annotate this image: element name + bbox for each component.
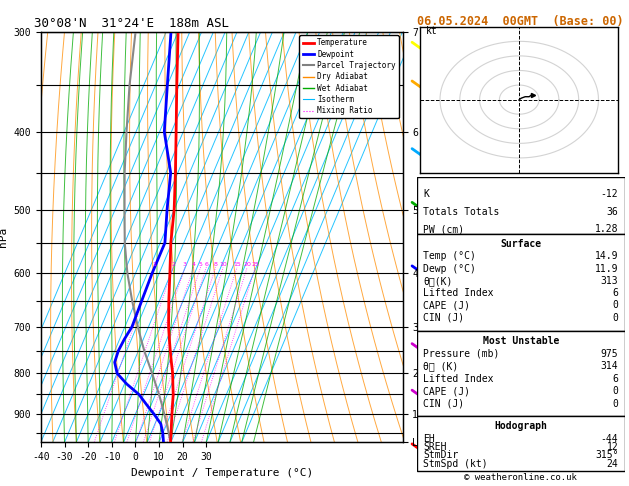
Text: 20: 20 <box>243 262 251 267</box>
Text: 10: 10 <box>220 262 227 267</box>
Text: 5: 5 <box>199 262 203 267</box>
Text: 6: 6 <box>613 288 618 298</box>
Text: 0: 0 <box>613 399 618 409</box>
Text: 315°: 315° <box>595 450 618 460</box>
Text: 1: 1 <box>152 262 156 267</box>
Text: 36: 36 <box>606 207 618 217</box>
Text: 1.28: 1.28 <box>595 224 618 234</box>
Text: 6: 6 <box>204 262 208 267</box>
Bar <box>417 177 625 234</box>
X-axis label: Dewpoint / Temperature (°C): Dewpoint / Temperature (°C) <box>131 468 313 478</box>
Text: Most Unstable: Most Unstable <box>482 336 559 346</box>
Text: Mixing Ratio (g/kg): Mixing Ratio (g/kg) <box>441 181 451 293</box>
Text: Surface: Surface <box>500 239 542 249</box>
Text: θᴇ (K): θᴇ (K) <box>423 361 459 371</box>
Text: 30°08'N  31°24'E  188m ASL: 30°08'N 31°24'E 188m ASL <box>34 17 229 31</box>
Text: StmSpd (kt): StmSpd (kt) <box>423 459 488 469</box>
Y-axis label: km
ASL: km ASL <box>424 215 442 237</box>
Text: θᴇ(K): θᴇ(K) <box>423 276 453 286</box>
Text: 314: 314 <box>601 361 618 371</box>
Text: Dewp (°C): Dewp (°C) <box>423 263 476 274</box>
Y-axis label: hPa: hPa <box>0 227 8 247</box>
Text: 3: 3 <box>183 262 187 267</box>
Text: Hodograph: Hodograph <box>494 421 547 431</box>
Text: kt: kt <box>426 26 438 36</box>
Text: Lifted Index: Lifted Index <box>423 288 494 298</box>
Legend: Temperature, Dewpoint, Parcel Trajectory, Dry Adiabat, Wet Adiabat, Isotherm, Mi: Temperature, Dewpoint, Parcel Trajectory… <box>299 35 399 118</box>
Text: 12: 12 <box>606 442 618 452</box>
Text: -44: -44 <box>601 434 618 444</box>
Text: 8: 8 <box>214 262 218 267</box>
Text: PW (cm): PW (cm) <box>423 224 464 234</box>
Text: EH: EH <box>423 434 435 444</box>
Bar <box>417 234 625 331</box>
Text: 15: 15 <box>233 262 241 267</box>
Text: 0: 0 <box>613 312 618 323</box>
Bar <box>417 416 625 470</box>
Bar <box>417 331 625 416</box>
Text: 4: 4 <box>192 262 196 267</box>
Text: 6: 6 <box>613 374 618 383</box>
Text: Lifted Index: Lifted Index <box>423 374 494 383</box>
Text: CAPE (J): CAPE (J) <box>423 300 470 311</box>
Text: 11.9: 11.9 <box>595 263 618 274</box>
Text: StmDir: StmDir <box>423 450 459 460</box>
Text: 0: 0 <box>613 386 618 396</box>
Text: CAPE (J): CAPE (J) <box>423 386 470 396</box>
Text: 313: 313 <box>601 276 618 286</box>
Text: Totals Totals: Totals Totals <box>423 207 499 217</box>
Text: 06.05.2024  00GMT  (Base: 00): 06.05.2024 00GMT (Base: 00) <box>417 15 623 28</box>
Text: SREH: SREH <box>423 442 447 452</box>
Text: CIN (J): CIN (J) <box>423 312 464 323</box>
Text: 25: 25 <box>252 262 259 267</box>
Text: 975: 975 <box>601 348 618 359</box>
Text: 2: 2 <box>171 262 175 267</box>
Text: Temp (°C): Temp (°C) <box>423 251 476 261</box>
Text: CIN (J): CIN (J) <box>423 399 464 409</box>
Text: -12: -12 <box>601 189 618 199</box>
Text: 24: 24 <box>606 459 618 469</box>
Text: 14.9: 14.9 <box>595 251 618 261</box>
Text: © weatheronline.co.uk: © weatheronline.co.uk <box>464 473 577 482</box>
Text: Pressure (mb): Pressure (mb) <box>423 348 499 359</box>
Text: 0: 0 <box>613 300 618 311</box>
Text: K: K <box>423 189 429 199</box>
